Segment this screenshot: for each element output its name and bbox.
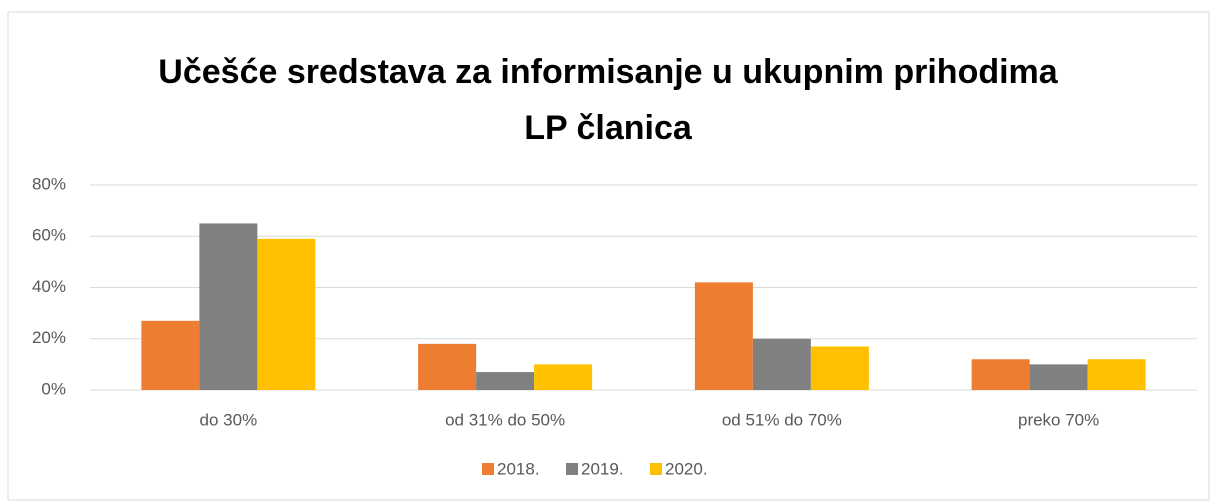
bar <box>694 282 753 390</box>
x-tick-label: do 30% <box>200 410 258 429</box>
legend-swatch <box>482 463 494 475</box>
bar <box>534 364 593 390</box>
bar <box>257 238 316 390</box>
bar <box>971 359 1030 390</box>
x-tick-label: preko 70% <box>1018 410 1099 429</box>
bar <box>418 343 477 390</box>
legend-label: 2019. <box>581 459 624 478</box>
x-tick-label: od 31% do 50% <box>445 410 565 429</box>
chart-title: Učešće sredstava za informisanje u ukupn… <box>158 53 1058 147</box>
y-tick-label: 40% <box>32 277 66 296</box>
legend-swatch <box>650 463 662 475</box>
legend-swatch <box>566 463 578 475</box>
legend-label: 2018. <box>497 459 540 478</box>
legend-label: 2020. <box>665 459 708 478</box>
bar <box>752 338 811 390</box>
y-tick-label: 60% <box>32 226 66 245</box>
x-tick-label: od 51% do 70% <box>722 410 842 429</box>
y-tick-label: 80% <box>32 174 66 193</box>
bar <box>141 320 200 390</box>
bar <box>1087 359 1146 390</box>
bar <box>810 346 869 390</box>
bar <box>1029 364 1088 390</box>
y-tick-label: 20% <box>32 328 66 347</box>
bar <box>476 372 535 390</box>
bar <box>199 223 258 390</box>
y-tick-label: 0% <box>41 379 66 398</box>
